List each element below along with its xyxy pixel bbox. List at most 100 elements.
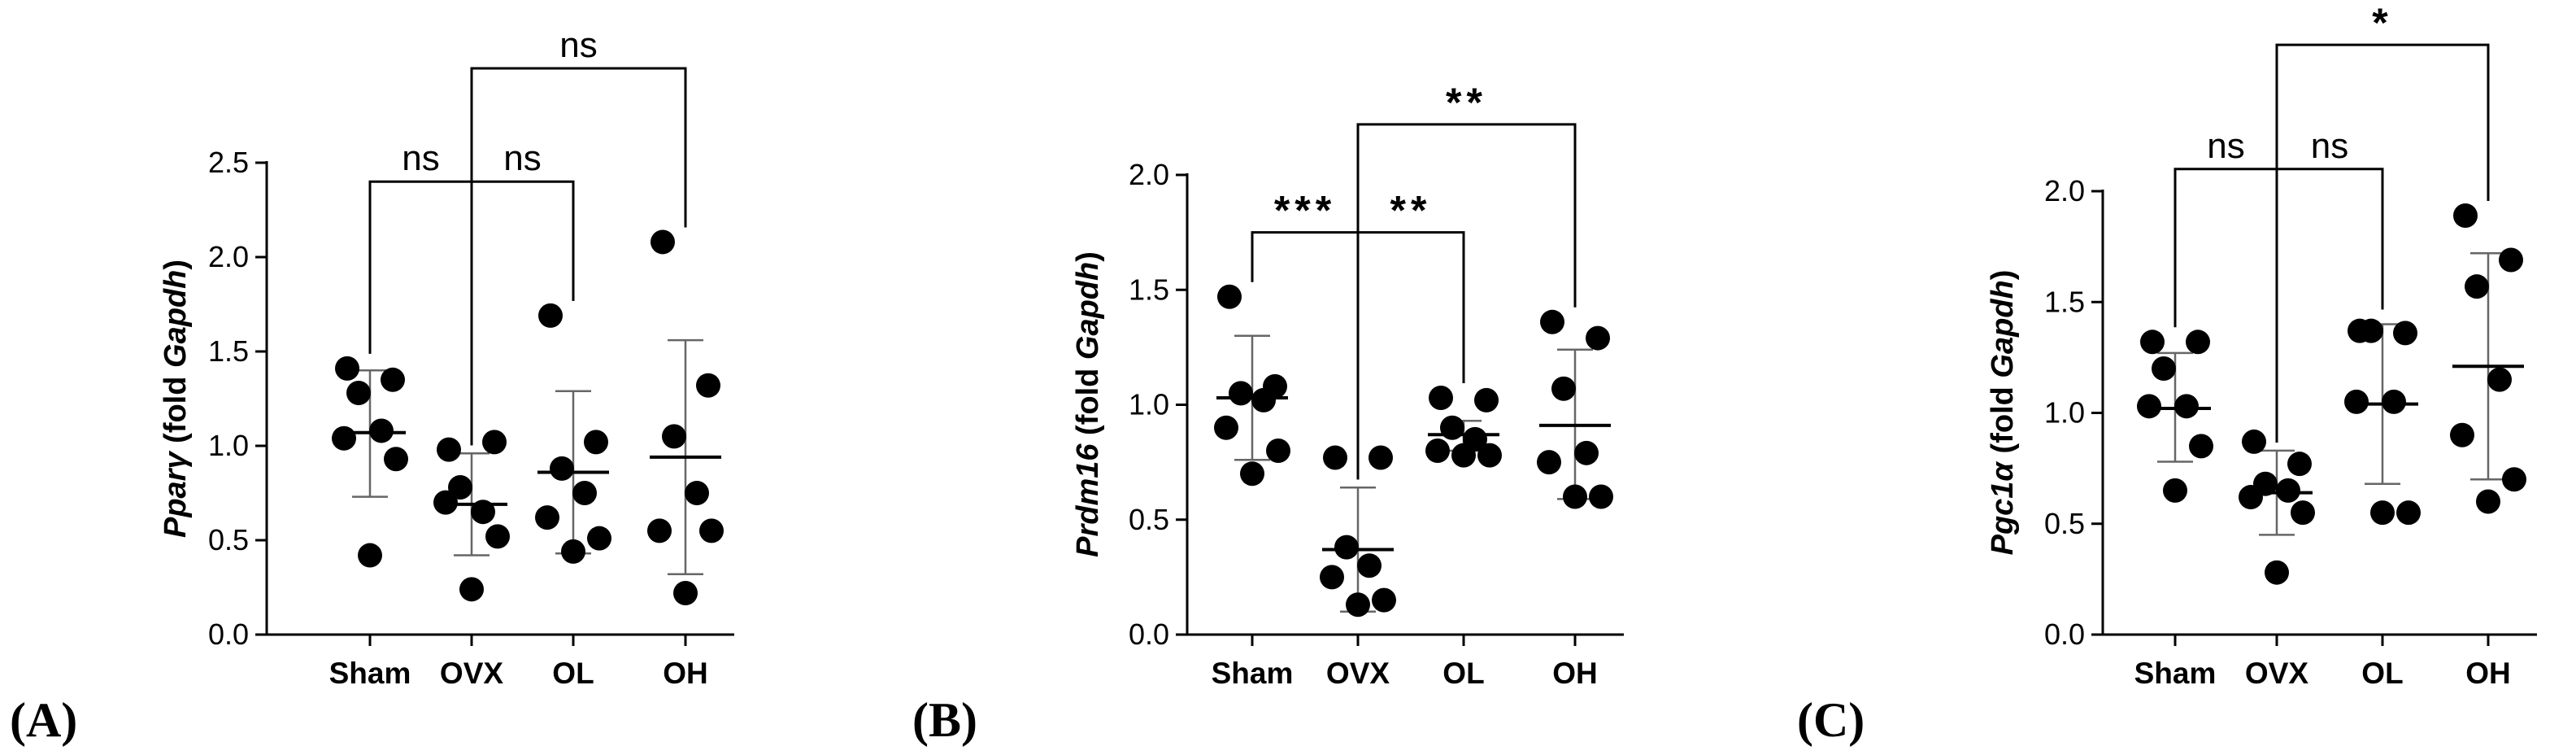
y-tick-label: 0.0 xyxy=(208,618,249,651)
data-point xyxy=(572,481,597,505)
data-point xyxy=(1586,325,1610,351)
y-axis-label-mid: (fold xyxy=(1071,360,1105,443)
data-point xyxy=(1474,387,1499,412)
group-oh xyxy=(2450,203,2526,514)
y-tick-label: 0.0 xyxy=(2044,618,2085,651)
data-point xyxy=(2465,274,2489,299)
significance-label: ns xyxy=(559,25,597,65)
data-point xyxy=(2239,485,2263,510)
bracket-line xyxy=(1356,231,1465,480)
data-point xyxy=(696,373,720,398)
x-tick-label: Sham xyxy=(329,657,411,690)
data-point xyxy=(2359,318,2383,343)
data-point xyxy=(433,490,458,515)
y-axis-label: Pparγ (fold Gapdh) xyxy=(159,260,193,538)
y-tick-label: 1.5 xyxy=(208,334,249,368)
data-point xyxy=(1429,386,1453,411)
data-point xyxy=(1240,461,1264,487)
data-point xyxy=(2186,329,2210,355)
y-tick-label: 2.5 xyxy=(208,146,249,179)
data-point xyxy=(1425,439,1450,463)
x-tick-label: OH xyxy=(1552,657,1598,690)
y-axis-label-gene: Prdm16 xyxy=(1071,443,1105,557)
y-tick-label: 2.0 xyxy=(1129,158,1169,191)
data-point xyxy=(2396,500,2421,526)
x-tick-label: OH xyxy=(663,657,708,690)
y-axis-label-end: ) xyxy=(1071,251,1105,262)
significance-label: ns xyxy=(402,138,439,178)
data-point xyxy=(584,430,608,455)
data-point xyxy=(1551,376,1576,401)
x-tick-label: Sham xyxy=(1212,657,1294,690)
significance-bracket: ** xyxy=(1356,80,1577,480)
x-tick-label: OH xyxy=(2465,657,2511,690)
data-point xyxy=(1563,484,1587,509)
data-point xyxy=(1589,484,1613,509)
group-ol xyxy=(2344,318,2421,526)
data-point xyxy=(2487,367,2512,392)
data-point xyxy=(1372,587,1396,613)
group-oh xyxy=(647,229,724,605)
y-axis-label-ref: Gapdh xyxy=(159,270,193,368)
data-point xyxy=(1346,592,1370,618)
data-point xyxy=(482,430,507,455)
data-point xyxy=(1537,450,1561,475)
group-ovx xyxy=(433,430,510,602)
significance-label: ** xyxy=(1390,188,1432,233)
significance-label: *** xyxy=(1274,188,1336,233)
data-point xyxy=(2393,321,2417,346)
y-axis-label-end: ) xyxy=(1986,270,2020,281)
bracket-line xyxy=(2275,43,2490,443)
y-tick-label: 1.0 xyxy=(1129,388,1169,421)
data-point xyxy=(2140,329,2165,355)
data-point xyxy=(2382,389,2406,414)
y-axis-label-mid: (fold xyxy=(1986,378,2020,462)
group-ovx xyxy=(1320,445,1396,618)
significance-label: * xyxy=(2372,0,2392,46)
data-point xyxy=(358,543,382,568)
data-point xyxy=(1323,445,1347,470)
x-tick-label: OVX xyxy=(2245,657,2308,690)
data-point xyxy=(2137,394,2161,419)
data-point xyxy=(1251,387,1276,412)
y-tick-label: 2.0 xyxy=(2044,174,2085,207)
data-point xyxy=(485,524,510,549)
bracket-line xyxy=(368,180,473,446)
panel-tag: (C) xyxy=(1797,693,1865,747)
bracket-line xyxy=(470,67,687,446)
panel-a: 0.0 0.5 1.0 1.5 2.0 2.5 Sham OVX OL OH ns ns ns Pparγ… xyxy=(10,25,734,747)
significance-label: ns xyxy=(2311,126,2348,166)
data-point xyxy=(538,303,563,328)
data-point xyxy=(384,447,408,472)
data-point xyxy=(346,381,371,406)
y-axis-label-gene: Pgc1α xyxy=(1986,461,2020,556)
data-point xyxy=(2476,489,2500,514)
y-axis-label: Pgc1α (fold Gapdh) xyxy=(1986,270,2020,556)
data-point xyxy=(1217,284,1242,309)
data-point xyxy=(2174,394,2199,419)
data-point xyxy=(471,500,495,525)
y-axis-label-mid: (fold xyxy=(159,368,193,452)
y-tick-label: 1.5 xyxy=(1129,273,1169,306)
significance-bracket: ns xyxy=(470,25,687,446)
x-tick-label: OVX xyxy=(1326,657,1390,690)
group-oh xyxy=(1537,309,1613,509)
data-point xyxy=(535,505,559,530)
data-point xyxy=(1214,415,1238,440)
data-point xyxy=(1266,439,1290,463)
data-point xyxy=(2242,429,2266,454)
data-point xyxy=(2189,434,2213,459)
data-point xyxy=(1229,381,1253,406)
group-ol xyxy=(1425,386,1502,468)
panel-c: 0.0 0.5 1.0 1.5 2.0 Sham OVX OL OH ns ns * Pgc1α (fo… xyxy=(1797,0,2537,747)
data-point xyxy=(1574,440,1599,465)
data-point xyxy=(2265,560,2289,585)
x-tick-label: OL xyxy=(1442,657,1484,690)
y-tick-label: 2.0 xyxy=(208,240,249,273)
data-point xyxy=(2453,203,2478,228)
y-axis-label: Prdm16 (fold Gapdh) xyxy=(1071,251,1105,557)
group-sham xyxy=(1214,284,1290,487)
data-point xyxy=(647,518,672,543)
significance-bracket: *** xyxy=(1251,188,1360,480)
